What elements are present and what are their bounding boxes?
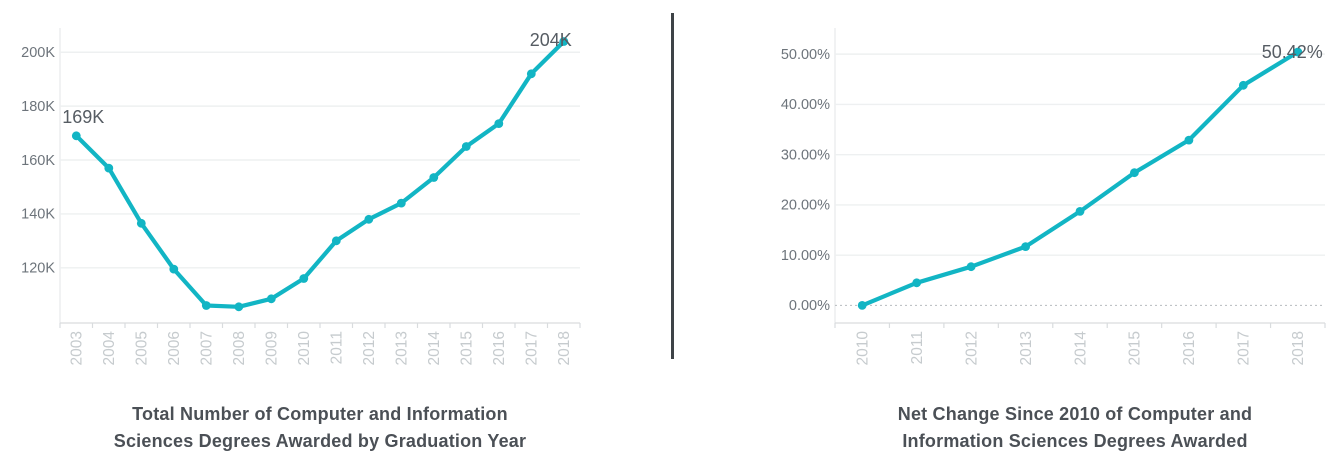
y-tick-label: 140K — [21, 207, 55, 223]
series-line — [860, 49, 1300, 308]
x-tick-label: 2012 — [361, 331, 378, 365]
data-point — [136, 218, 146, 228]
degrees-chart-title: Total Number of Computer and Information… — [60, 401, 580, 455]
y-tick-label: 20.00% — [781, 198, 830, 214]
x-tick-label: 2013 — [1018, 331, 1035, 365]
data-point — [912, 278, 922, 288]
y-tick-label: 160K — [21, 153, 55, 169]
data-point — [1293, 47, 1303, 57]
data-point — [266, 294, 276, 304]
y-tick-label: 120K — [21, 261, 55, 277]
data-point — [461, 142, 471, 151]
net-change-chart-title-line2: Information Sciences Degrees Awarded — [902, 431, 1248, 451]
y-tick-label: 200K — [21, 45, 55, 61]
degrees-awarded-line-chart: 120K 140K 160K 180K 200K 2003 2004 2005 2006 2007… — [21, 28, 581, 366]
data-point — [299, 274, 309, 283]
data-point — [396, 198, 406, 208]
x-tick-label: 2016 — [1181, 331, 1198, 365]
x-tick-label: 2003 — [69, 331, 86, 365]
data-point — [494, 119, 504, 128]
data-point — [1238, 80, 1248, 90]
x-tick-label: 2011 — [329, 331, 346, 364]
vertical-divider — [671, 13, 674, 359]
data-point — [526, 69, 536, 79]
data-point — [234, 302, 244, 312]
data-point — [71, 131, 81, 141]
x-tick-label: 2018 — [1290, 331, 1307, 365]
degrees-chart-title-line1: Total Number of Computer and Information — [132, 404, 508, 424]
net-change-chart-title: Net Change Since 2010 of Computer and In… — [815, 401, 1335, 455]
data-point — [1075, 207, 1085, 216]
x-tick-label: 2017 — [524, 331, 541, 365]
data-point — [857, 301, 867, 310]
x-tick-label: 2012 — [963, 331, 980, 365]
x-tick-label: 2010 — [296, 331, 313, 366]
last-point-value-label: 50.42% — [1262, 42, 1323, 62]
x-tick-label: 2016 — [491, 331, 508, 365]
x-tick-label: 2017 — [1236, 331, 1253, 365]
data-point — [966, 262, 976, 272]
data-point — [364, 214, 374, 224]
data-point — [104, 163, 114, 173]
x-tick-label: 2015 — [1127, 331, 1144, 365]
data-point — [201, 301, 211, 310]
x-tick-label: 2013 — [394, 331, 411, 365]
x-tick-label: 2018 — [556, 331, 573, 365]
x-tick-label: 2010 — [854, 331, 871, 366]
last-point-value-label: 204K — [530, 30, 572, 50]
x-tick-label: 2009 — [264, 331, 281, 365]
data-point — [1021, 242, 1030, 252]
first-point-value-label: 169K — [62, 107, 104, 127]
x-tick-label: 2006 — [166, 331, 183, 365]
x-tick-label: 2007 — [199, 331, 216, 365]
y-tick-label: 180K — [21, 99, 55, 115]
x-tick-label: 2004 — [101, 331, 118, 366]
degrees-chart-title-line2: Sciences Degrees Awarded by Graduation Y… — [113, 431, 527, 451]
y-tick-label: 0.00% — [789, 298, 830, 314]
data-point — [1184, 135, 1194, 145]
net-change-chart-title-line1: Net Change Since 2010 of Computer and — [897, 404, 1253, 424]
x-tick-label: 2008 — [231, 331, 248, 365]
y-tick-label: 40.00% — [781, 97, 830, 113]
data-point — [331, 236, 341, 246]
x-tick-label: 2005 — [134, 331, 151, 365]
x-tick-label: 2014 — [426, 331, 443, 366]
x-tick-label: 2014 — [1072, 331, 1089, 366]
x-tick-label: 2015 — [459, 331, 476, 365]
y-tick-label: 50.00% — [781, 47, 830, 63]
x-tick-label: 2011 — [909, 331, 926, 364]
series-line — [74, 39, 566, 309]
net-change-line-chart: 0.00% 10.00% 20.00% 30.00% 40.00% 50.00% 2010 2… — [781, 28, 1326, 366]
data-point — [1130, 168, 1139, 178]
data-point — [429, 173, 439, 182]
data-point — [169, 264, 179, 274]
y-tick-label: 30.00% — [781, 147, 830, 163]
data-point — [559, 37, 569, 46]
y-tick-label: 10.00% — [781, 248, 830, 264]
